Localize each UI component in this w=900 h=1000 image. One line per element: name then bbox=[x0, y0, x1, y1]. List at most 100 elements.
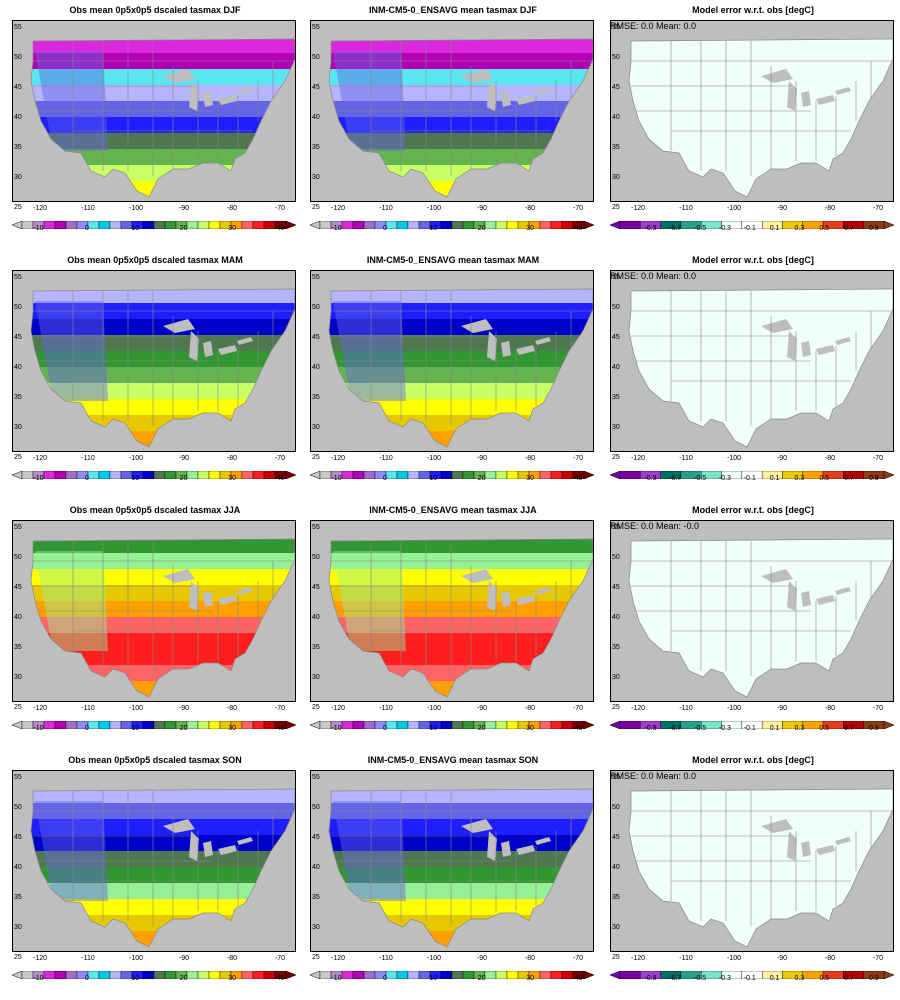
colorbar-label: 0.1 bbox=[769, 225, 780, 232]
longitude-tick-label: -100 bbox=[128, 705, 143, 712]
panel-title: INM-CM5-0_ENSAVG mean tasmax SON bbox=[367, 755, 539, 765]
temperature-band bbox=[31, 867, 295, 884]
latitude-tick-label: 45 bbox=[612, 84, 620, 91]
colorbar-min-arrow bbox=[309, 720, 321, 730]
longitude-tick-label: -100 bbox=[128, 455, 143, 462]
map-frame bbox=[12, 770, 296, 952]
colorbar-label: -0.7 bbox=[669, 225, 682, 232]
latitude-tick-label: 55 bbox=[312, 24, 320, 31]
longitude-tick-label: -90 bbox=[178, 205, 190, 212]
latitude-tick-label: 40 bbox=[312, 614, 320, 621]
colorbar-swatch bbox=[109, 470, 122, 480]
latitude-tick-label: 40 bbox=[312, 114, 320, 121]
temperature-band bbox=[31, 915, 295, 932]
colorbar-label: -0.9 bbox=[644, 225, 657, 232]
temperature-band bbox=[31, 431, 295, 447]
temperature-band bbox=[31, 117, 295, 134]
latitude-tick-label: 25 bbox=[312, 454, 320, 461]
latitude-tick-label: 30 bbox=[612, 174, 620, 181]
temperature-field bbox=[31, 39, 295, 197]
colorbar-max-arrow bbox=[583, 970, 595, 980]
longitude-tick-label: -120 bbox=[330, 955, 345, 962]
latitude-tick-label: 25 bbox=[312, 204, 320, 211]
temperature-band bbox=[31, 149, 295, 166]
latitude-tick-label: 55 bbox=[14, 774, 22, 781]
latitude-tick-label: 40 bbox=[312, 364, 320, 371]
longitude-tick-label: -70 bbox=[572, 205, 584, 212]
temperature-band bbox=[31, 383, 295, 400]
colorbar-label: 10 bbox=[131, 225, 140, 232]
longitude-tick-label: -100 bbox=[426, 955, 441, 962]
latitude-tick-label: 55 bbox=[312, 774, 320, 781]
colorbar-label: 0 bbox=[382, 475, 387, 482]
colorbar-swatch bbox=[252, 470, 265, 480]
colorbar-swatch bbox=[54, 220, 67, 230]
latitude-tick-label: 30 bbox=[612, 424, 620, 431]
longitude-tick-label: -80 bbox=[226, 455, 238, 462]
colorbar-label: -10 bbox=[33, 725, 44, 732]
error-stats: RMSE: 0.0 Mean: -0.0 bbox=[610, 521, 700, 531]
colorbar-swatch bbox=[252, 970, 265, 980]
longitude-tick-label: -80 bbox=[824, 955, 836, 962]
latitude-tick-label: 40 bbox=[612, 614, 620, 621]
colorbar-swatch bbox=[506, 720, 519, 730]
colorbar-label: 0.5 bbox=[819, 725, 830, 732]
colorbar-swatch bbox=[98, 720, 111, 730]
panel-title: Obs mean 0p5x0p5 dscaled tasmax JJA bbox=[69, 505, 241, 515]
colorbar-swatch bbox=[619, 970, 641, 980]
colorbar-swatch bbox=[495, 970, 508, 980]
obs-panel-jja: Obs mean 0p5x0p5 dscaled tasmax JJA 55 50 4… bbox=[10, 500, 300, 748]
map-frame bbox=[610, 520, 894, 702]
colorbar-swatch bbox=[352, 470, 365, 480]
colorbar-swatch bbox=[396, 970, 409, 980]
colorbar: -10 0 10 20 30 40 bbox=[309, 966, 595, 986]
colorbar-min-arrow bbox=[309, 970, 321, 980]
longitude-tick-label: -120 bbox=[330, 705, 345, 712]
latitude-tick-label: 25 bbox=[312, 954, 320, 961]
state-boundaries bbox=[331, 791, 593, 926]
colorbar-label: 0.9 bbox=[868, 725, 879, 732]
colorbar-label: 0.7 bbox=[844, 475, 854, 482]
colorbar-label: 0.5 bbox=[819, 475, 830, 482]
colorbar-swatch bbox=[550, 470, 563, 480]
temperature-band bbox=[31, 819, 295, 836]
longitude-tick-label: -70 bbox=[274, 955, 286, 962]
state-boundaries bbox=[33, 541, 295, 676]
latitude-tick-label: 50 bbox=[14, 304, 22, 311]
longitude-tick-label: -120 bbox=[630, 955, 645, 962]
colorbar-label: 20 bbox=[179, 975, 188, 982]
panel-title: INM-CM5-0_ENSAVG mean tasmax MAM bbox=[366, 255, 540, 265]
latitude-tick-label: 30 bbox=[612, 674, 620, 681]
temperature-band bbox=[329, 681, 593, 697]
longitude-tick-label: -80 bbox=[824, 205, 836, 212]
panel-title: INM-CM5-0_ENSAVG mean tasmax JJA bbox=[369, 505, 537, 515]
obs-panel-son: Obs mean 0p5x0p5 dscaled tasmax SON 55 50 4… bbox=[10, 750, 300, 998]
error-panel-son: Model error w.r.t. obs [degC] RMSE: 0.0 M… bbox=[608, 750, 898, 998]
longitude-tick-label: -120 bbox=[32, 455, 47, 462]
latitude-tick-label: 50 bbox=[612, 804, 620, 811]
temperature-band bbox=[31, 39, 295, 54]
longitude-tick-label: -90 bbox=[776, 455, 788, 462]
colorbar-swatch bbox=[153, 720, 166, 730]
colorbar-swatch bbox=[451, 220, 464, 230]
longitude-tick-label: -120 bbox=[32, 205, 47, 212]
longitude-tick-label: -90 bbox=[476, 705, 488, 712]
colorbar-min-arrow bbox=[11, 970, 23, 980]
colorbar-swatch bbox=[252, 220, 265, 230]
state-boundaries bbox=[631, 541, 893, 676]
colorbar-label: 0 bbox=[382, 975, 387, 982]
colorbar-swatch bbox=[451, 970, 464, 980]
colorbar-label: 10 bbox=[429, 725, 438, 732]
latitude-tick-label: 30 bbox=[312, 674, 320, 681]
latitude-tick-label: 35 bbox=[312, 144, 320, 151]
latitude-tick-label: 40 bbox=[14, 864, 22, 871]
temperature-band bbox=[31, 351, 295, 368]
colorbar-swatch bbox=[396, 220, 409, 230]
longitude-tick-label: -110 bbox=[679, 705, 693, 712]
colorbar-label: 30 bbox=[526, 975, 534, 982]
latitude-tick-label: 50 bbox=[312, 804, 320, 811]
latitude-tick-label: 50 bbox=[612, 304, 620, 311]
longitude-tick-label: -120 bbox=[630, 705, 645, 712]
latitude-tick-label: 55 bbox=[612, 274, 620, 281]
longitude-tick-label: -110 bbox=[679, 205, 693, 212]
